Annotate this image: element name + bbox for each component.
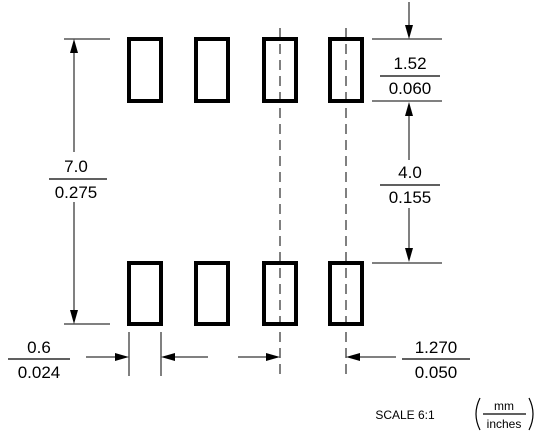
pad-gap-inches: 0.155 [389,188,432,207]
pitch-inches: 0.050 [415,363,458,382]
pad-width-mm: 0.6 [27,338,51,357]
arrow-down-icon [405,25,413,39]
arrow-left-icon [346,353,360,361]
pad-top-1 [127,37,163,103]
scale-label: SCALE 6:1 [375,408,435,422]
arrow-down-icon [405,248,413,262]
pad-height-mm: 1.52 [393,54,426,73]
units-mm: mm [494,399,514,413]
pad-width-inches: 0.024 [18,363,61,382]
arrow-up-icon [70,39,78,53]
units-paren-left [475,397,481,431]
pad-gap-mm: 4.0 [398,163,422,182]
pitch-mm: 1.270 [415,338,458,357]
arrow-left-icon [161,353,175,361]
pad-bottom-1 [127,261,163,326]
row-span-mm: 7.0 [64,157,88,176]
arrow-right-icon [266,353,280,361]
row-span-inches: 0.275 [55,183,98,202]
units-inches: inches [487,417,522,431]
units-paren-right [528,397,534,431]
pad-bottom-2 [194,261,230,326]
arrow-up-icon [405,102,413,116]
pad-height-inches: 0.060 [389,79,432,98]
arrow-down-icon [70,310,78,324]
arrow-right-icon [115,353,129,361]
pad-top-2 [194,37,230,103]
